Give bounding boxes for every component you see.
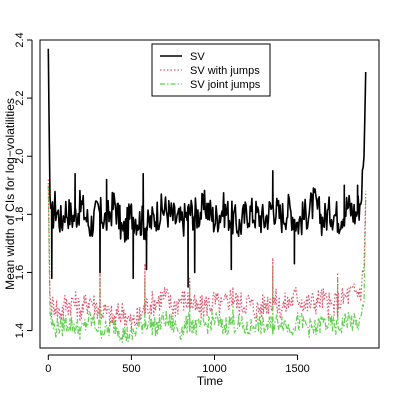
x-axis: 0 500 1000 1500 — [45, 354, 310, 375]
y-tick-label: 2.2 — [14, 90, 26, 105]
y-tick-label: 2.4 — [14, 32, 26, 47]
series-layer — [47, 48, 367, 343]
y-tick-label: 1.6 — [14, 265, 26, 280]
y-axis: 1.4 1.6 1.8 2.0 2.2 2.4 — [14, 32, 33, 338]
x-axis-title: Time — [197, 374, 224, 388]
legend-label-2: SV joint jumps — [190, 79, 261, 91]
y-tick-label: 1.4 — [14, 323, 26, 338]
legend-box — [151, 43, 271, 97]
y-axis-title: Mean width of CIs for log−volatilities — [3, 98, 17, 290]
y-tick-label: 1.8 — [14, 207, 26, 222]
legend: SV SV with jumps SV joint jumps — [151, 43, 271, 97]
plot-frame — [39, 39, 380, 349]
series-line-0 — [47, 48, 367, 288]
legend-label-1: SV with jumps — [190, 65, 260, 77]
x-tick-label: 1500 — [285, 363, 309, 375]
x-tick-label: 1000 — [202, 363, 226, 375]
x-tick-label: 500 — [122, 363, 140, 375]
legend-label-0: SV — [190, 51, 205, 63]
y-tick-label: 2.0 — [14, 149, 26, 164]
x-tick-label: 0 — [45, 363, 51, 375]
series-line-1 — [47, 179, 367, 330]
